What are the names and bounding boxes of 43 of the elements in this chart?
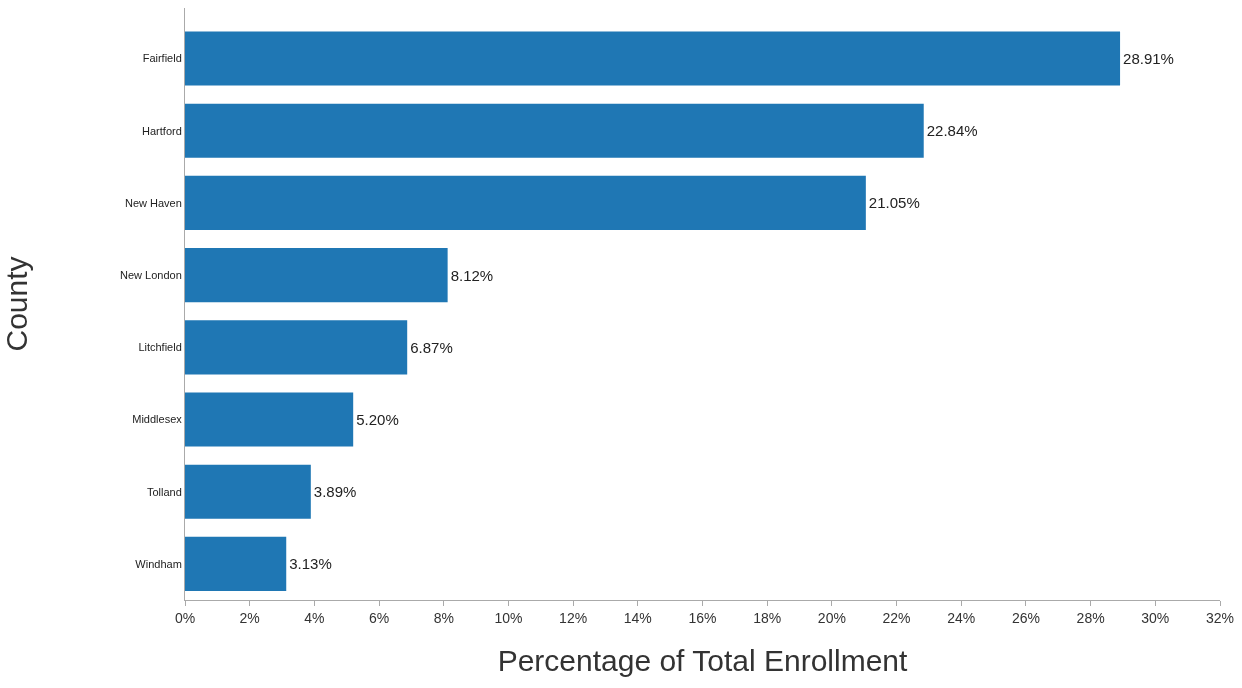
bar <box>185 248 448 303</box>
y-tick-label: New London <box>120 268 182 281</box>
bar <box>185 464 311 519</box>
y-tick-label: Hartford <box>142 124 182 137</box>
x-tick-label: 30% <box>1141 609 1170 626</box>
x-tick-label: 8% <box>433 609 454 626</box>
data-label: 5.20% <box>356 411 399 429</box>
bar <box>185 536 287 591</box>
x-tick-label: 22% <box>882 609 911 626</box>
x-tick-label: 26% <box>1011 609 1040 626</box>
bar <box>185 175 866 230</box>
bar <box>185 392 354 447</box>
x-axis-title: Percentage of Total Enrollment <box>497 644 909 678</box>
data-label: 8.12% <box>450 266 494 284</box>
data-label: 28.91% <box>1123 50 1174 68</box>
x-tick-label: 2% <box>239 609 260 626</box>
x-tick-label: 28% <box>1076 609 1105 626</box>
y-tick-label: New Haven <box>124 196 182 209</box>
bar <box>185 103 924 158</box>
data-label: 3.89% <box>313 483 357 501</box>
x-tick-label: 10% <box>494 609 523 626</box>
data-label: 21.05% <box>868 194 920 212</box>
x-tick-label: 32% <box>1205 609 1235 626</box>
x-tick-label: 14% <box>623 609 652 626</box>
data-label: 6.87% <box>410 338 453 356</box>
bar <box>185 320 408 375</box>
y-tick-label: Middlesex <box>132 413 183 426</box>
bar <box>185 31 1121 86</box>
x-tick-label: 24% <box>947 609 976 626</box>
y-tick-label: Fairfield <box>142 52 182 65</box>
x-tick-label: 6% <box>368 609 390 626</box>
x-tick-label: 18% <box>753 609 782 626</box>
x-tick-label: 16% <box>688 609 717 626</box>
y-axis-title: County <box>0 256 33 352</box>
y-tick-label: Litchfield <box>138 341 182 354</box>
x-tick-label: 12% <box>559 609 588 626</box>
x-tick-label: 0% <box>174 609 196 626</box>
data-label: 3.13% <box>289 555 332 573</box>
y-tick-label: Tolland <box>146 485 182 498</box>
x-tick-label: 20% <box>817 609 846 626</box>
x-tick-label: 4% <box>304 609 325 626</box>
y-tick-label: Windham <box>135 557 182 570</box>
data-label: 22.84% <box>926 122 978 140</box>
